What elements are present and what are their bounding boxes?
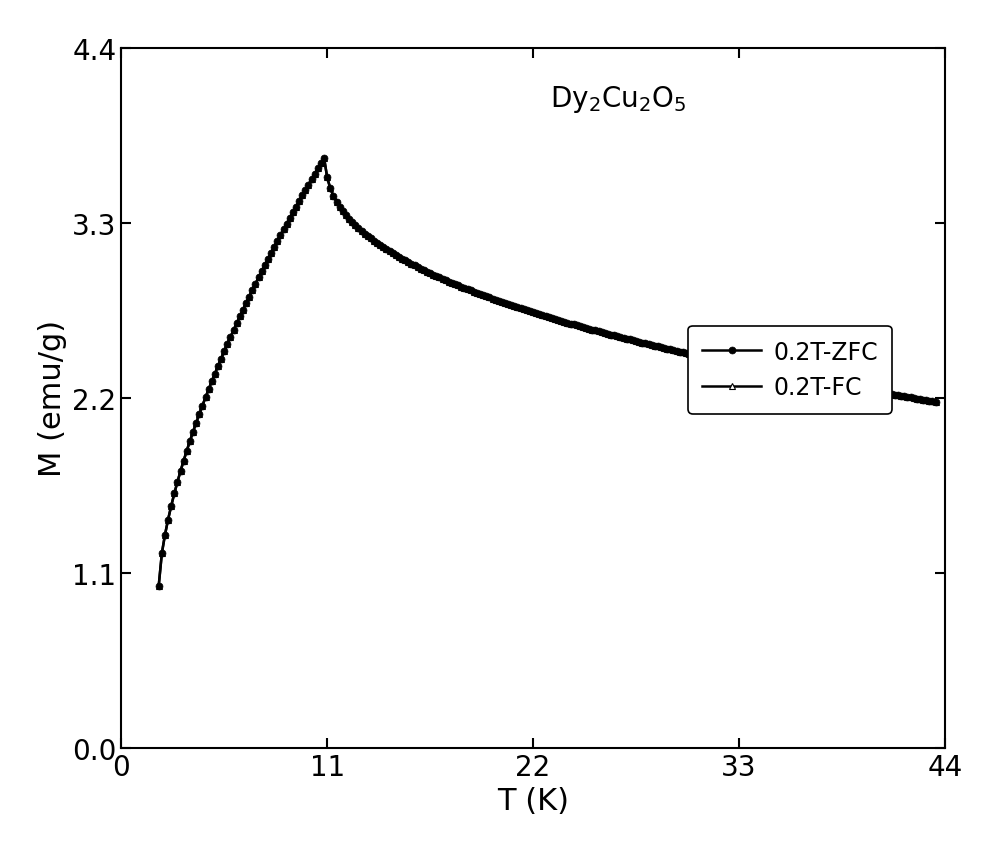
- 0.2T-ZFC: [477, 291, 489, 301]
- 0.2T-ZFC: [281, 219, 293, 229]
- Line: 0.2T-ZFC: 0.2T-ZFC: [155, 155, 939, 589]
- 0.2T-FC: [477, 291, 489, 301]
- 0.2T-ZFC: [468, 287, 480, 298]
- Text: Dy$_2$Cu$_2$O$_5$: Dy$_2$Cu$_2$O$_5$: [550, 84, 686, 114]
- 0.2T-ZFC: [318, 154, 330, 164]
- 0.2T-FC: [692, 351, 704, 362]
- Y-axis label: M (emu/g): M (emu/g): [38, 320, 67, 477]
- Line: 0.2T-FC: 0.2T-FC: [155, 155, 939, 589]
- 0.2T-FC: [468, 287, 480, 298]
- 0.2T-FC: [901, 392, 913, 403]
- X-axis label: T (K): T (K): [497, 786, 569, 815]
- 0.2T-ZFC: [605, 330, 617, 340]
- 0.2T-FC: [153, 581, 165, 591]
- 0.2T-FC: [930, 397, 942, 408]
- 0.2T-ZFC: [930, 397, 942, 408]
- 0.2T-ZFC: [692, 351, 704, 362]
- 0.2T-ZFC: [901, 392, 913, 403]
- Legend: 0.2T-ZFC, 0.2T-FC: 0.2T-ZFC, 0.2T-FC: [688, 326, 892, 415]
- 0.2T-ZFC: [153, 581, 165, 591]
- 0.2T-FC: [318, 154, 330, 164]
- 0.2T-FC: [605, 330, 617, 340]
- 0.2T-FC: [281, 219, 293, 229]
